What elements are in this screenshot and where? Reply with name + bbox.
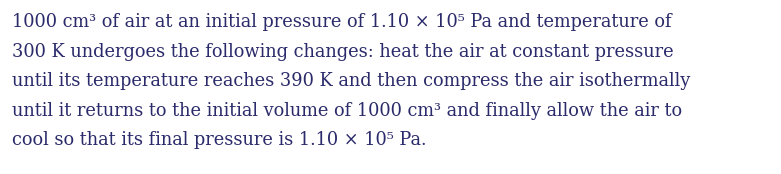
Text: cool so that its final pressure is 1.10 × 10⁵ Pa.: cool so that its final pressure is 1.10 … xyxy=(12,131,426,149)
Text: until it returns to the initial volume of 1000 cm³ and finally allow the air to: until it returns to the initial volume o… xyxy=(12,102,682,120)
Text: until its temperature reaches 390 K and then compress the air isothermally: until its temperature reaches 390 K and … xyxy=(12,72,690,90)
Text: 1000 cm³ of air at an initial pressure of 1.10 × 10⁵ Pa and temperature of: 1000 cm³ of air at an initial pressure o… xyxy=(12,13,672,31)
Text: 300 K undergoes the following changes: heat the air at constant pressure: 300 K undergoes the following changes: h… xyxy=(12,43,674,61)
